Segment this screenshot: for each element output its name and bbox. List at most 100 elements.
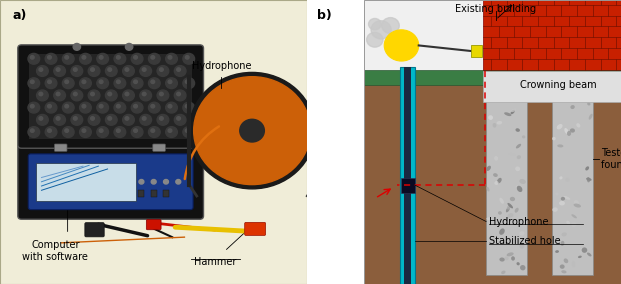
Ellipse shape bbox=[586, 178, 592, 181]
Text: Existing building: Existing building bbox=[455, 4, 536, 14]
Circle shape bbox=[62, 127, 74, 137]
Circle shape bbox=[39, 68, 43, 71]
Ellipse shape bbox=[519, 179, 526, 184]
Circle shape bbox=[368, 18, 381, 30]
Circle shape bbox=[183, 78, 194, 89]
Ellipse shape bbox=[486, 217, 491, 220]
Ellipse shape bbox=[522, 135, 525, 138]
Ellipse shape bbox=[506, 207, 510, 212]
Circle shape bbox=[177, 92, 181, 96]
Circle shape bbox=[131, 78, 143, 89]
Ellipse shape bbox=[556, 124, 563, 130]
Circle shape bbox=[48, 105, 52, 108]
Circle shape bbox=[106, 66, 117, 76]
FancyBboxPatch shape bbox=[29, 54, 192, 139]
Circle shape bbox=[108, 92, 112, 96]
Circle shape bbox=[194, 77, 310, 185]
FancyBboxPatch shape bbox=[153, 144, 165, 151]
Ellipse shape bbox=[488, 115, 493, 120]
Ellipse shape bbox=[560, 264, 564, 269]
Ellipse shape bbox=[565, 178, 569, 182]
Ellipse shape bbox=[507, 83, 514, 88]
Ellipse shape bbox=[563, 91, 567, 96]
Bar bbox=[552, 71, 593, 275]
Ellipse shape bbox=[561, 197, 565, 201]
Circle shape bbox=[131, 102, 143, 113]
Circle shape bbox=[142, 117, 146, 120]
FancyBboxPatch shape bbox=[18, 45, 204, 148]
Circle shape bbox=[117, 129, 120, 132]
Text: Hydrophone: Hydrophone bbox=[191, 61, 251, 71]
Circle shape bbox=[48, 129, 52, 132]
Ellipse shape bbox=[509, 153, 515, 156]
Ellipse shape bbox=[519, 231, 525, 236]
Circle shape bbox=[108, 68, 112, 71]
Circle shape bbox=[97, 53, 109, 64]
Ellipse shape bbox=[517, 155, 521, 159]
Ellipse shape bbox=[493, 173, 498, 177]
Ellipse shape bbox=[510, 108, 516, 112]
Circle shape bbox=[88, 66, 100, 76]
Circle shape bbox=[54, 66, 65, 76]
Circle shape bbox=[189, 72, 315, 189]
Ellipse shape bbox=[507, 205, 510, 210]
Circle shape bbox=[97, 78, 109, 89]
Circle shape bbox=[142, 92, 146, 96]
Circle shape bbox=[148, 127, 160, 137]
Circle shape bbox=[166, 78, 178, 89]
Circle shape bbox=[140, 114, 152, 125]
Circle shape bbox=[45, 78, 57, 89]
Ellipse shape bbox=[561, 232, 567, 236]
Ellipse shape bbox=[555, 193, 558, 196]
Ellipse shape bbox=[566, 221, 570, 225]
Ellipse shape bbox=[559, 201, 565, 205]
Circle shape bbox=[240, 119, 265, 142]
Ellipse shape bbox=[515, 84, 520, 87]
Ellipse shape bbox=[492, 123, 496, 128]
Ellipse shape bbox=[551, 74, 556, 81]
Circle shape bbox=[30, 129, 34, 132]
Circle shape bbox=[177, 117, 181, 120]
Circle shape bbox=[175, 90, 186, 101]
Circle shape bbox=[185, 56, 189, 59]
Circle shape bbox=[91, 117, 94, 120]
Circle shape bbox=[88, 114, 100, 125]
FancyBboxPatch shape bbox=[55, 144, 67, 151]
Circle shape bbox=[152, 179, 156, 184]
Circle shape bbox=[54, 90, 65, 101]
Ellipse shape bbox=[497, 121, 502, 125]
Circle shape bbox=[48, 56, 52, 59]
Circle shape bbox=[134, 56, 137, 59]
Ellipse shape bbox=[567, 131, 571, 136]
Ellipse shape bbox=[517, 262, 520, 265]
Ellipse shape bbox=[510, 110, 515, 114]
Circle shape bbox=[139, 179, 144, 184]
Ellipse shape bbox=[507, 252, 514, 256]
Circle shape bbox=[151, 56, 155, 59]
Circle shape bbox=[123, 66, 134, 76]
Circle shape bbox=[57, 117, 60, 120]
Ellipse shape bbox=[515, 128, 520, 132]
Ellipse shape bbox=[571, 222, 577, 227]
FancyBboxPatch shape bbox=[163, 190, 169, 197]
Circle shape bbox=[134, 129, 137, 132]
Text: Crowning beam: Crowning beam bbox=[520, 80, 597, 90]
Circle shape bbox=[45, 127, 57, 137]
Circle shape bbox=[151, 80, 155, 83]
Circle shape bbox=[382, 18, 399, 34]
Circle shape bbox=[125, 117, 129, 120]
Ellipse shape bbox=[563, 196, 570, 200]
Text: b): b) bbox=[317, 9, 332, 22]
Circle shape bbox=[88, 90, 100, 101]
Circle shape bbox=[37, 66, 48, 76]
Bar bbox=[364, 70, 621, 85]
Ellipse shape bbox=[552, 98, 556, 102]
Circle shape bbox=[65, 80, 68, 83]
Ellipse shape bbox=[494, 181, 499, 185]
Circle shape bbox=[157, 90, 169, 101]
Circle shape bbox=[39, 92, 43, 96]
Ellipse shape bbox=[494, 156, 498, 160]
Circle shape bbox=[30, 56, 34, 59]
Circle shape bbox=[73, 43, 81, 50]
Circle shape bbox=[157, 114, 169, 125]
